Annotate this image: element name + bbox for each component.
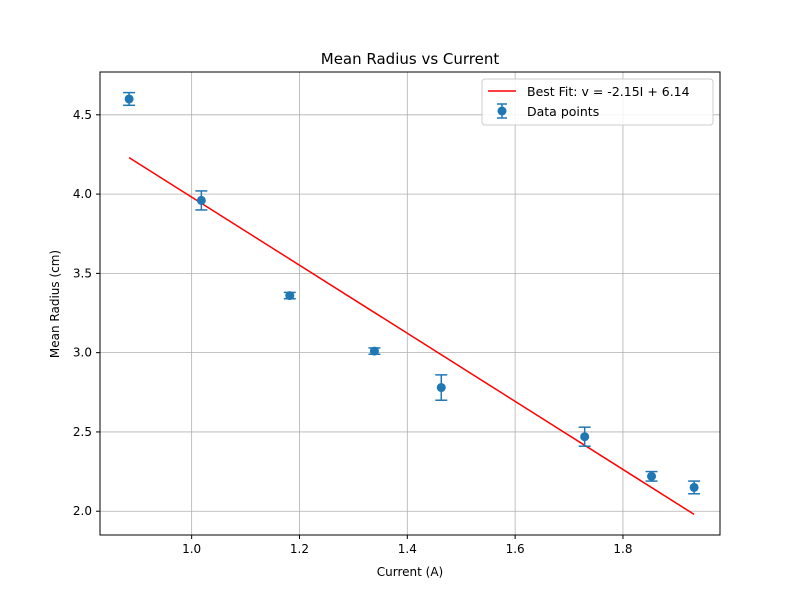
y-tick-label: 4.5 bbox=[73, 108, 92, 122]
x-tick-label: 1.8 bbox=[613, 542, 632, 556]
legend-errorbar-swatch bbox=[497, 103, 507, 119]
data-point-group bbox=[195, 190, 208, 211]
x-tick-label: 1.2 bbox=[290, 542, 309, 556]
y-tick-label: 2.0 bbox=[73, 504, 92, 518]
data-point bbox=[285, 291, 295, 301]
y-tick-label: 2.5 bbox=[73, 425, 92, 439]
x-tick-label: 1.6 bbox=[506, 542, 525, 556]
legend-swatch-marker bbox=[497, 106, 507, 116]
x-axis-label: Current (A) bbox=[377, 565, 443, 579]
best-fit-line bbox=[128, 156, 695, 516]
chart-title: Mean Radius vs Current bbox=[321, 50, 500, 68]
data-point-group bbox=[645, 470, 658, 482]
y-tick-label: 4.0 bbox=[73, 187, 92, 201]
data-point bbox=[647, 471, 657, 481]
y-axis-label: Mean Radius (cm) bbox=[48, 250, 62, 358]
y-tick-label: 3.0 bbox=[73, 346, 92, 360]
y-axis-ticks: 2.0 2.5 3.0 3.5 4.0 4.5 bbox=[73, 108, 100, 518]
data-point-group bbox=[283, 291, 296, 301]
data-point bbox=[196, 195, 206, 205]
legend-label-best-fit: Best Fit: v = -2.15I + 6.14 bbox=[527, 84, 690, 99]
plot-frame bbox=[99, 71, 721, 536]
legend: Best Fit: v = -2.15I + 6.14 Data points bbox=[481, 78, 714, 126]
x-tick-label: 1.4 bbox=[398, 542, 417, 556]
data-point bbox=[689, 482, 699, 492]
data-point bbox=[124, 94, 134, 104]
x-axis-ticks: 1.0 1.2 1.4 1.6 1.8 bbox=[182, 535, 633, 556]
y-tick-label: 3.5 bbox=[73, 266, 92, 280]
data-point bbox=[369, 346, 379, 356]
data-point-group bbox=[578, 426, 591, 447]
x-tick-label: 1.0 bbox=[182, 542, 201, 556]
data-point-group bbox=[123, 91, 136, 107]
data-point bbox=[436, 383, 446, 393]
legend-label-data-points: Data points bbox=[527, 104, 599, 119]
data-point-group bbox=[688, 480, 701, 495]
data-point-group bbox=[435, 374, 448, 401]
plot-series bbox=[123, 91, 701, 516]
legend-box bbox=[481, 78, 714, 126]
data-point-group bbox=[368, 346, 381, 356]
data-point bbox=[580, 432, 590, 442]
